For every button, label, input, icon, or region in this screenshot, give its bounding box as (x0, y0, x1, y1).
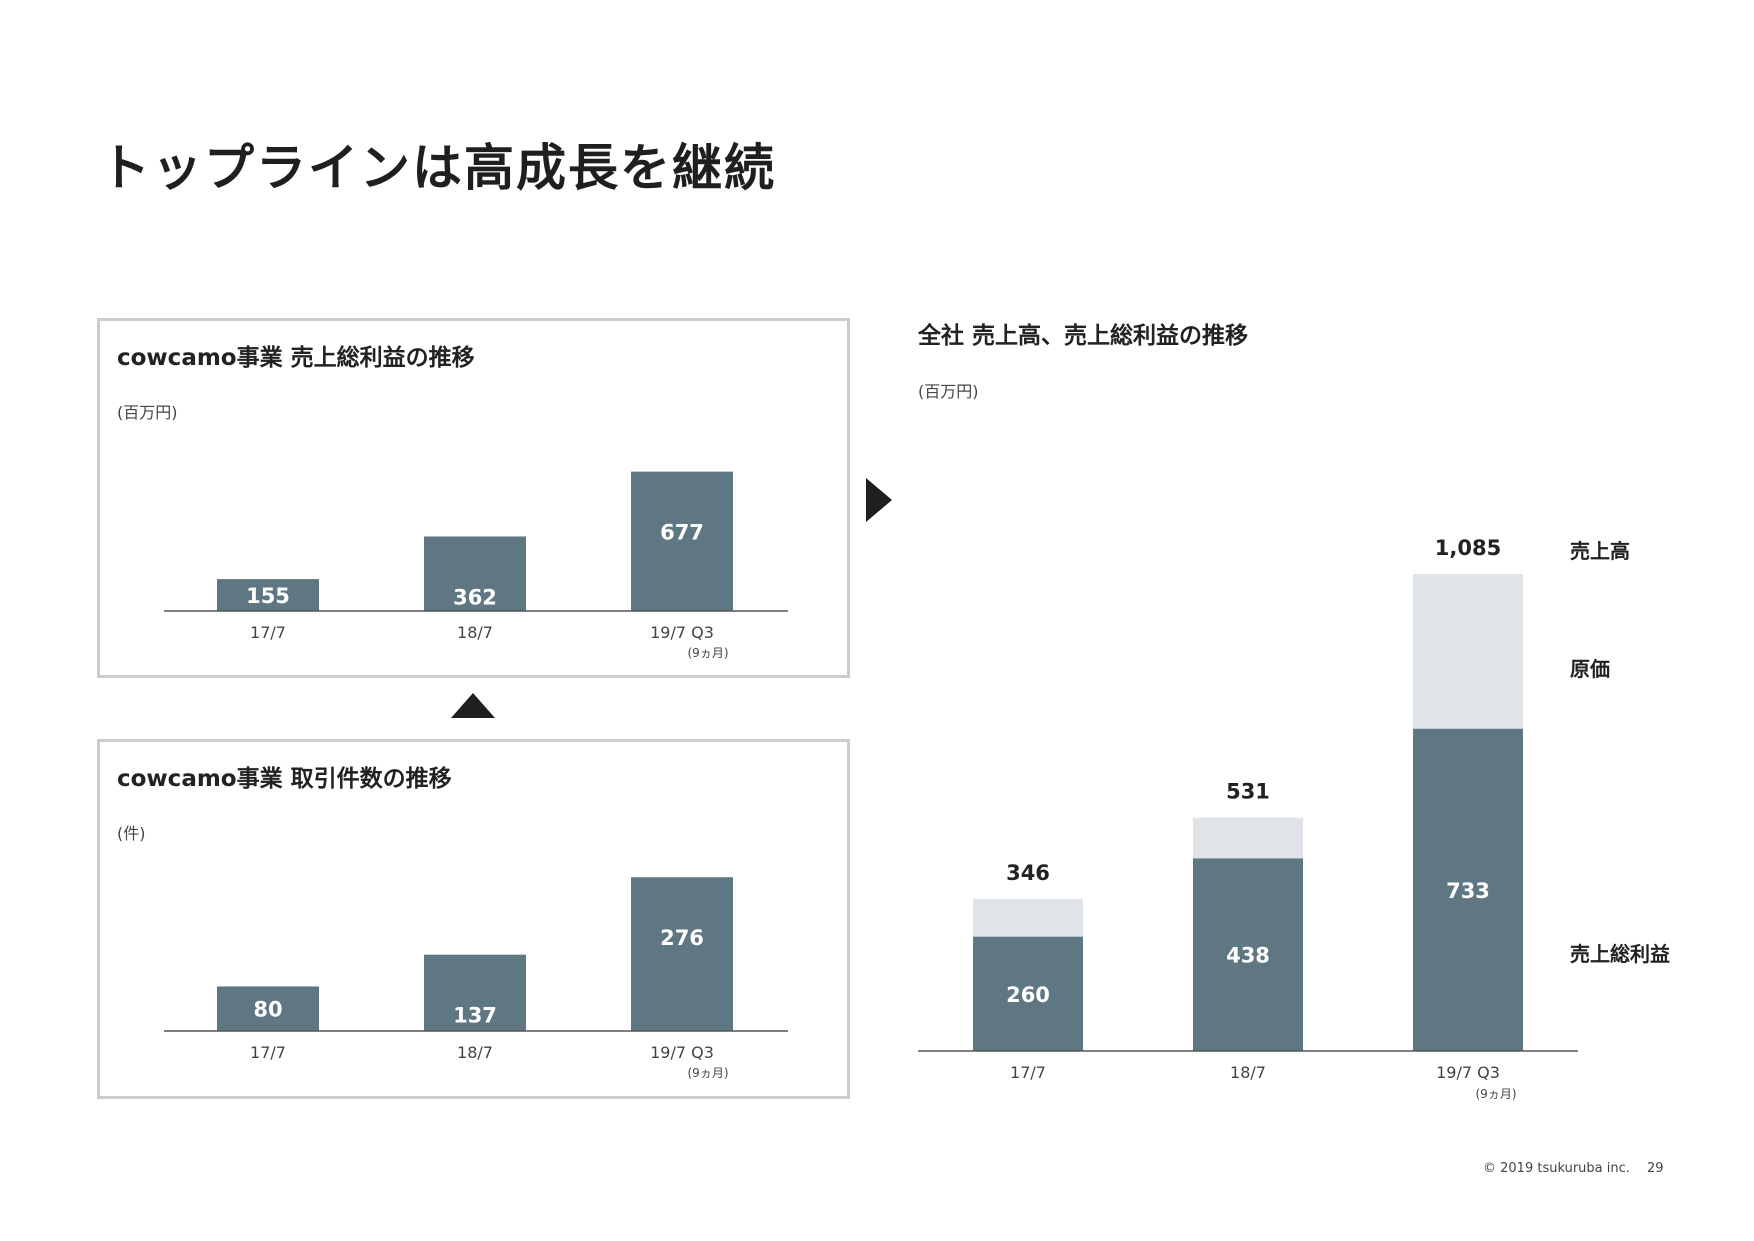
data-label: 276 (660, 926, 704, 950)
bar (424, 954, 526, 1031)
x-tick-label: 19/7 Q3 (650, 1043, 714, 1062)
x-tick-label: 19/7 Q3 (650, 623, 714, 642)
data-label: 137 (453, 1004, 497, 1028)
gross-profit-chart: 155 17/7 362 18/7 677 19/7 Q3 (9ヵ月) (164, 471, 788, 660)
transactions-unit-label: (件) (117, 824, 146, 843)
company-unit-label: (百万円) (918, 382, 979, 401)
bar (631, 471, 733, 611)
cost-bar-segment (1193, 817, 1303, 859)
data-label: 155 (246, 584, 290, 608)
gross-profit-data-label: 438 (1226, 944, 1270, 968)
x-tick-note: (9ヵ月) (688, 1066, 729, 1080)
x-tick-label: 19/7 Q3 (1436, 1063, 1500, 1082)
x-tick-label: 18/7 (457, 623, 493, 642)
transactions-chart-title: cowcamo事業 取引件数の推移 (117, 766, 452, 792)
company-revenue-chart: 260 346 17/7 438 531 18/7 733 1,085 19/7 Q3 (9ヵ月) (918, 536, 1578, 1101)
gross-profit-data-label: 260 (1006, 983, 1050, 1007)
gross-profit-panel: cowcamo事業 売上総利益の推移 (百万円) 155 17/7 362 18/7 6… (97, 318, 850, 678)
gross-profit-data-label: 733 (1446, 879, 1490, 903)
gross-profit-bar-segment (973, 936, 1083, 1051)
legend-gross-profit: 売上総利益 (1570, 942, 1670, 966)
x-tick-label: 18/7 (1230, 1063, 1266, 1082)
slide-title: トップラインは高成長を継続 (100, 139, 776, 197)
company-chart-title: 全社 売上高、売上総利益の推移 (918, 323, 1249, 349)
data-label: 362 (453, 585, 497, 609)
revenue-total-label: 1,085 (1435, 536, 1501, 560)
x-tick-label: 17/7 (250, 1043, 286, 1062)
transactions-chart: 80 17/7 137 18/7 276 19/7 Q3 (9ヵ月) (164, 877, 788, 1080)
bar (631, 877, 733, 1031)
bar (424, 536, 526, 611)
x-tick-note: (9ヵ月) (1476, 1087, 1517, 1101)
legend-cost: 原価 (1570, 657, 1610, 681)
bar (217, 986, 319, 1031)
gross-profit-bar-segment (1193, 858, 1303, 1051)
triangle-up-icon (451, 693, 495, 718)
x-tick-label: 18/7 (457, 1043, 493, 1062)
triangle-right-icon (866, 478, 892, 522)
gross-profit-unit-label: (百万円) (117, 403, 178, 422)
copyright: © 2019 tsukuruba inc. (1483, 1161, 1630, 1176)
legend-revenue: 売上高 (1570, 539, 1630, 563)
x-tick-label: 17/7 (250, 623, 286, 642)
cost-bar-segment (1413, 574, 1523, 729)
x-tick-note: (9ヵ月) (688, 646, 729, 660)
data-label: 677 (660, 521, 704, 545)
revenue-total-label: 531 (1226, 780, 1270, 804)
transactions-panel: cowcamo事業 取引件数の推移 (件) 80 17/7 137 18/7 276 19… (97, 739, 850, 1099)
page-number: 29 (1647, 1161, 1664, 1176)
x-tick-label: 17/7 (1010, 1063, 1046, 1082)
cost-bar-segment (973, 898, 1083, 937)
gross-profit-chart-title: cowcamo事業 売上総利益の推移 (117, 345, 475, 371)
gross-profit-bar-segment (1413, 728, 1523, 1051)
revenue-total-label: 346 (1006, 861, 1050, 885)
data-label: 80 (253, 998, 282, 1022)
bar (217, 579, 319, 611)
